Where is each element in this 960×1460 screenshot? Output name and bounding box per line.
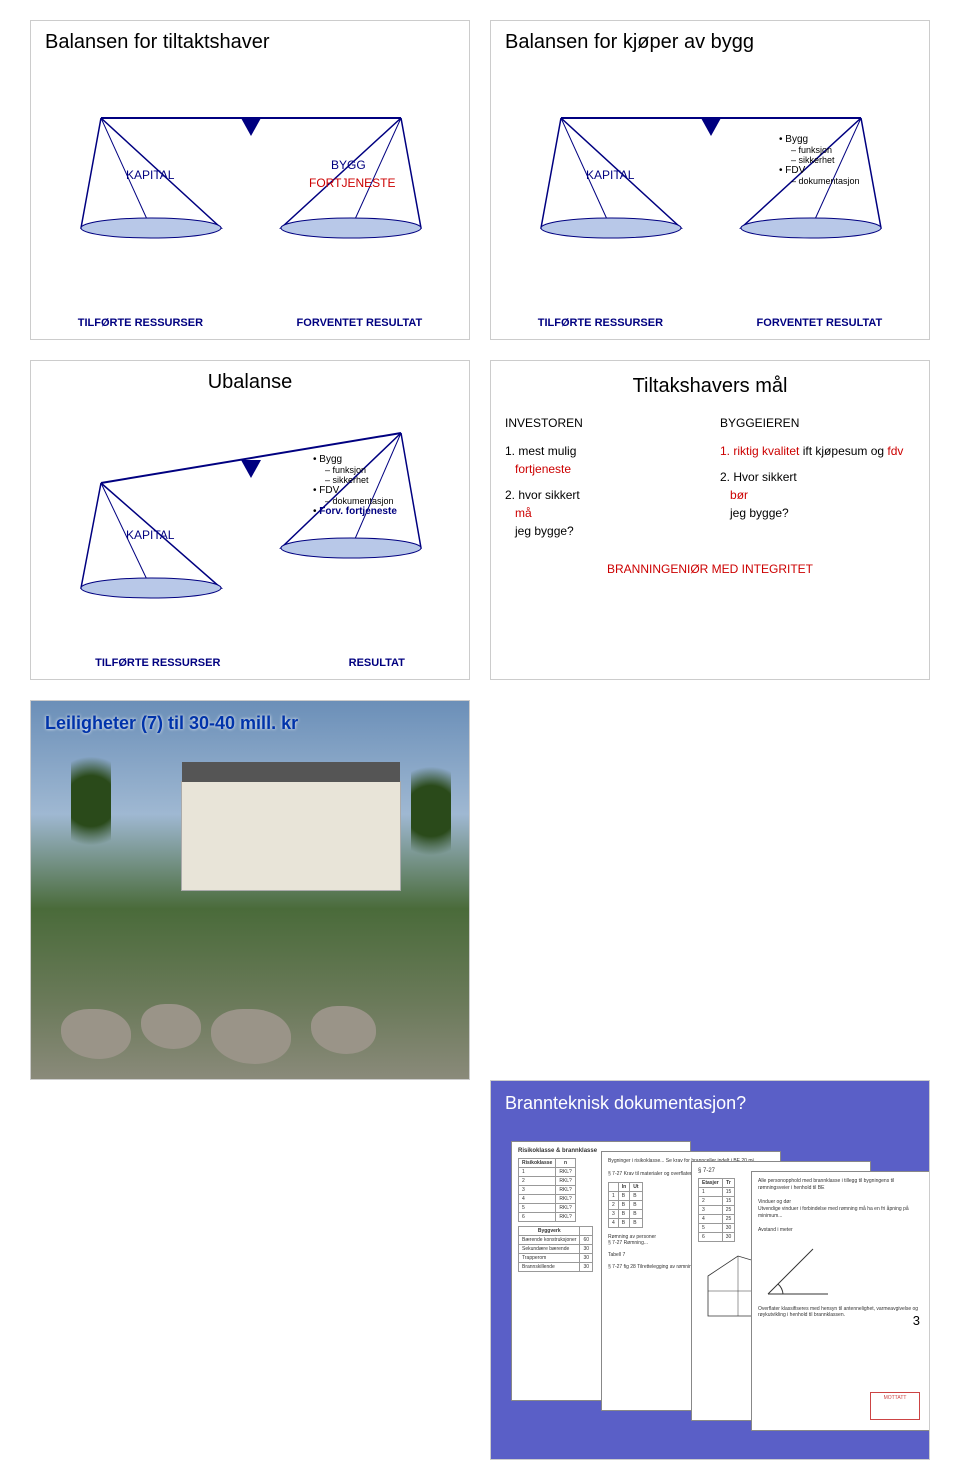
rock-shape — [211, 1009, 291, 1064]
slide-title: Tiltakshavers mål — [505, 375, 915, 398]
slide-balance-kjoper: Balansen for kjøper av bygg KAPITAL • By… — [490, 20, 930, 340]
right-pan-bullets: • Bygg – funksjon – sikkerhet • FDV – do… — [779, 134, 860, 186]
house-shape — [181, 781, 401, 891]
slide-tiltakshavers-maal: Tiltakshavers mål INVESTOREN 1. mest mul… — [490, 360, 930, 680]
right-pan-bullets: • Bygg – funksjon – sikkerhet • FDV – do… — [313, 454, 397, 517]
tree-icon — [411, 751, 451, 871]
balance-svg — [31, 58, 471, 278]
rock-shape — [311, 1006, 376, 1054]
balance-diagram: KAPITAL BYGG FORTJENESTE — [31, 58, 469, 278]
item-2: 2. Hvor sikkert bør jeg bygge? — [720, 468, 915, 522]
b-dok: dokumentasjon — [799, 176, 860, 186]
doc-table: InUt 1BB 2BB 3BB 4BB — [608, 1182, 643, 1228]
col-head: BYGGEIEREN — [720, 414, 915, 432]
bottom-right: FORVENTET RESULTAT — [297, 317, 423, 329]
slide-title: Ubalanse — [31, 361, 469, 398]
b-forv: Forv. fortjeneste — [319, 506, 397, 517]
rock-shape — [141, 1004, 201, 1049]
slide-title: Brannteknisk dokumentasjon? — [491, 1081, 929, 1126]
b-funksjon: funksjon — [333, 465, 367, 475]
doc-table: EtasjerTr 115 215 325 425 530 630 — [698, 1178, 735, 1242]
col-byggeieren: BYGGEIEREN 1. riktig kvalitet ift kjøpes… — [720, 414, 915, 548]
right-pan-line2: FORTJENESTE — [309, 176, 395, 190]
right-pan-line1: BYGG — [331, 158, 366, 172]
left-pan-label: KAPITAL — [126, 168, 174, 182]
b-fdv: FDV — [319, 485, 339, 496]
tree-icon — [71, 741, 111, 861]
doc-table: Risikoklassen 1RKL? 2RKL? 3RKL? 4RKL? 5R… — [518, 1158, 576, 1222]
b-bygg: Bygg — [785, 134, 808, 145]
slide-title: Balansen for tiltaktshaver — [31, 21, 469, 58]
slide-title: Leiligheter (7) til 30-40 mill. kr — [45, 713, 298, 734]
b-fdv: FDV — [785, 165, 805, 176]
slide-title: Balansen for kjøper av bygg — [491, 21, 929, 58]
bottom-left: TILFØRTE RESSURSER — [95, 657, 220, 669]
balance-svg — [31, 398, 471, 618]
angle-sketch-icon — [758, 1234, 848, 1304]
page-number: 3 — [913, 1313, 920, 1328]
balance-diagram: KAPITAL • Bygg – funksjon – sikkerhet • … — [491, 58, 929, 278]
b-sikkerhet: sikkerhet — [799, 155, 835, 165]
bottom-labels: TILFØRTE RESSURSER RESULTAT — [31, 657, 469, 669]
doc-page: Alle personopphold med brannklasse i til… — [751, 1171, 930, 1431]
item-1: 1. mest mulig fortjeneste — [505, 442, 700, 478]
left-pan-label: KAPITAL — [126, 528, 174, 542]
left-pan-label: KAPITAL — [586, 168, 634, 182]
bottom-left: TILFØRTE RESSURSER — [538, 317, 663, 329]
item-2: 2. hvor sikkert må jeg bygge? — [505, 486, 700, 540]
balance-diagram: KAPITAL • Bygg – funksjon – sikkerhet • … — [31, 398, 469, 618]
b-funksjon: funksjon — [799, 145, 833, 155]
slide-balance-tiltakshaver: Balansen for tiltaktshaver KAPITAL BYGG … — [30, 20, 470, 340]
item-1: 1. riktig kvalitet ift kjøpesum og fdv — [720, 442, 915, 460]
b-sikkerhet: sikkerhet — [333, 475, 369, 485]
bottom-labels: TILFØRTE RESSURSER FORVENTET RESULTAT — [491, 317, 929, 329]
b-dok: dokumentasjon — [333, 496, 394, 506]
slide-leiligheter-photo: Leiligheter (7) til 30-40 mill. kr — [30, 700, 470, 1080]
footer-line: BRANNINGENIØR MED INTEGRITET — [505, 562, 915, 576]
balance-svg — [491, 58, 931, 278]
bottom-left: TILFØRTE RESSURSER — [78, 317, 203, 329]
doc-table: Byggverk Bærende konstruksjoner60 Sekund… — [518, 1226, 593, 1272]
col-head: INVESTOREN — [505, 414, 700, 432]
b-bygg: Bygg — [319, 454, 342, 465]
bottom-labels: TILFØRTE RESSURSER FORVENTET RESULTAT — [31, 317, 469, 329]
col-investoren: INVESTOREN 1. mest mulig fortjeneste 2. … — [505, 414, 700, 548]
goals-columns: INVESTOREN 1. mest mulig fortjeneste 2. … — [505, 414, 915, 548]
stamp-mottatt: MOTTATT — [870, 1392, 920, 1420]
slide-ubalanse: Ubalanse KAPITAL • Bygg – funksjon – sik… — [30, 360, 470, 680]
slide-brannteknisk-dok: Brannteknisk dokumentasjon? Risikoklasse… — [490, 1080, 930, 1460]
bottom-right: RESULTAT — [349, 657, 405, 669]
rock-shape — [61, 1009, 131, 1059]
bottom-right: FORVENTET RESULTAT — [757, 317, 883, 329]
